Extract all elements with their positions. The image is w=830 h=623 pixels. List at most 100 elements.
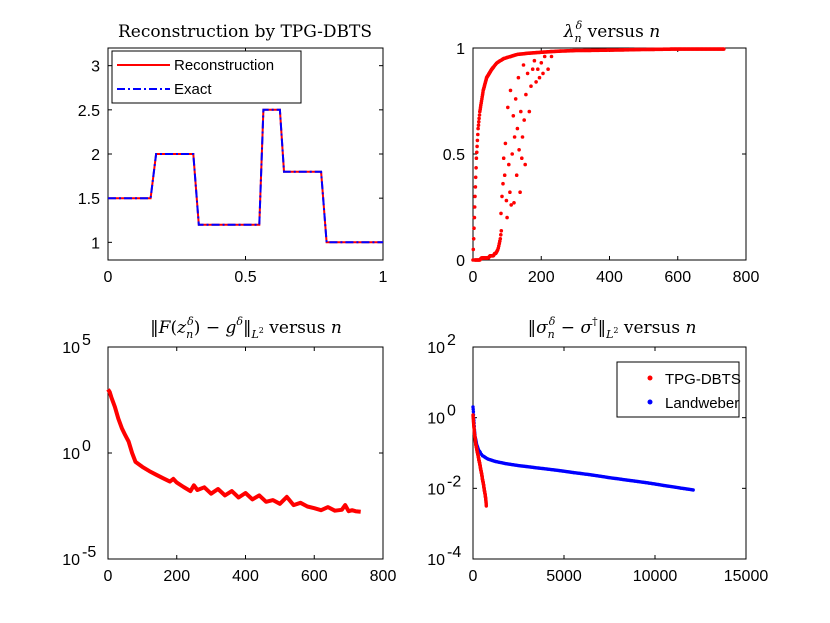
lambda-point [523, 162, 527, 167]
title-sigma2: σ [580, 318, 592, 338]
panel-reconstruction: Reconstruction by TPG-DBTS 0 0.5 1 1 1.5 2 2.5… [78, 22, 388, 286]
lambda-point [499, 233, 503, 237]
title-lambda: λ [563, 22, 575, 42]
legend-label-tpg: TPG-DBTS [665, 371, 741, 388]
lambda-point [522, 118, 526, 122]
y-tick-label: 1 [91, 235, 100, 252]
lambda-point [474, 156, 479, 160]
y-tick-label: 10 [427, 411, 445, 428]
lambda-point [503, 141, 508, 146]
y-tick-exponent: 0 [447, 403, 456, 420]
reconstruction-line [108, 108, 383, 244]
lambda-point [501, 156, 506, 160]
legend: Reconstruction Exact [111, 50, 302, 104]
title-sup-delta: δ [576, 19, 583, 32]
y-tick-label: 0.5 [443, 147, 465, 164]
y-tick-label: 2 [91, 147, 100, 164]
y-tick-label: 10 [427, 552, 445, 569]
lambda-point [530, 67, 535, 71]
lambda-point [521, 63, 526, 67]
title-L2: 2 [259, 326, 264, 335]
title-L2: 2 [613, 326, 618, 335]
lambda-point [534, 80, 538, 84]
x-tick-label: 0 [469, 269, 478, 286]
legend-label-exact: Exact [174, 81, 212, 98]
lambda-point [473, 185, 478, 189]
title-var-n: n [685, 318, 696, 338]
legend-box [616, 361, 740, 418]
title-var-n: n [649, 22, 660, 42]
lambda-point [524, 92, 528, 97]
x-tick-label: 5000 [546, 568, 582, 585]
y-tick-exponent: 5 [82, 332, 91, 349]
title-z: z [176, 318, 187, 338]
title-sub-n: n [548, 328, 555, 341]
chart-title: ‖σnδ − σ†‖L2 versus n [528, 315, 697, 341]
lambda-point [473, 175, 478, 180]
chart-title: λnδ versus n [563, 19, 660, 45]
residual-line [106, 388, 361, 514]
lambda-point [476, 123, 481, 127]
lambda-point [474, 166, 478, 170]
lambda-point [513, 97, 518, 101]
x-tick-label: 0.5 [234, 269, 256, 286]
x-tick-label: 200 [528, 269, 555, 286]
lambda-point [509, 203, 513, 207]
lambda-point [476, 132, 480, 137]
lambda-point [518, 190, 522, 194]
lambda-point [475, 138, 480, 143]
lambda-point [532, 58, 537, 63]
lambda-point [476, 126, 480, 131]
y-tick-exponent: -5 [82, 544, 96, 561]
plot-marks: 0 200 400 600 800 0 0.5 1 [443, 41, 760, 286]
lambda-point [499, 229, 504, 233]
lambda-point [501, 181, 505, 186]
title-L: L [250, 328, 258, 341]
lambda-point [477, 120, 481, 124]
tpg-dbts-point [484, 504, 488, 508]
y-tick-label: 1.5 [78, 191, 100, 208]
lambda-point [722, 47, 726, 51]
exact-line [108, 108, 383, 244]
title-sup-delta: δ [549, 315, 556, 328]
lambda-point [498, 237, 503, 241]
y-tick-label: 3 [91, 59, 100, 76]
title-sub-n: n [575, 32, 582, 45]
landweber-point [471, 407, 475, 411]
lambda-point [477, 116, 481, 121]
x-tick-label: 600 [664, 269, 691, 286]
lambda-point [504, 198, 509, 203]
legend-label-reconstruction: Reconstruction [174, 57, 274, 74]
lambda-point [517, 148, 521, 152]
lambda-point [515, 126, 520, 131]
lambda-point [536, 67, 540, 71]
y-tick-exponent: 2 [447, 332, 456, 349]
lambda-point [511, 114, 516, 118]
x-tick-label: 0 [104, 269, 113, 286]
legend-label-landweber: Landweber [665, 395, 739, 412]
title-var-n: n [331, 318, 342, 338]
lambda-point [519, 109, 523, 114]
plot-frame [107, 346, 384, 560]
panel-error: ‖σnδ − σ†‖L2 versus n 0 5000 10000 1500010-… [427, 315, 768, 585]
x-tick-label: 400 [596, 269, 623, 286]
title-versus: versus [582, 22, 649, 42]
x-tick-label: 0 [469, 568, 478, 585]
lambda-point [508, 88, 513, 93]
y-tick-label: 10 [427, 340, 445, 357]
x-tick-label: 10000 [633, 568, 678, 585]
x-tick-label: 400 [232, 568, 259, 585]
lambda-point [508, 190, 512, 194]
y-tick-label: 1 [456, 41, 465, 58]
title-versus: versus [618, 318, 685, 338]
y-tick-exponent: -4 [447, 544, 461, 561]
lambda-point [514, 173, 519, 177]
legend-marker-landweber [647, 399, 653, 405]
lambda-point [539, 61, 544, 65]
lambda-point [471, 247, 476, 252]
chart-title: Reconstruction by TPG-DBTS [118, 22, 372, 42]
lambda-point [505, 215, 509, 220]
x-tick-label: 200 [163, 568, 190, 585]
